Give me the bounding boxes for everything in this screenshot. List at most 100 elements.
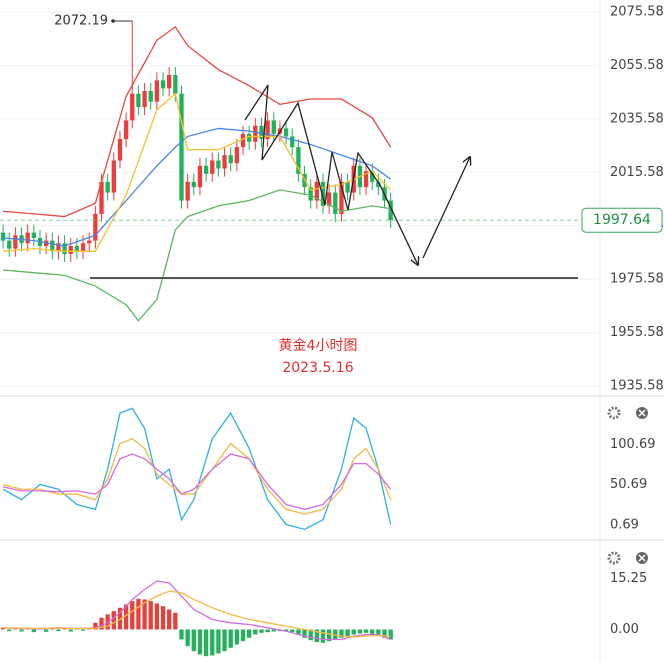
candle-body bbox=[93, 213, 98, 241]
candle-body bbox=[167, 74, 172, 89]
indicator-line bbox=[3, 92, 392, 252]
histogram-bar bbox=[308, 629, 313, 641]
panel: 100.69 50.69 0.69 bbox=[2, 407, 656, 532]
histogram-bar bbox=[222, 629, 227, 652]
candle-body bbox=[160, 80, 166, 89]
candle-body bbox=[123, 120, 129, 140]
candle-body bbox=[25, 232, 30, 244]
histogram-bar bbox=[247, 629, 252, 638]
histogram-bar bbox=[160, 606, 166, 630]
settings-icon[interactable] bbox=[607, 551, 621, 565]
histogram-bar bbox=[56, 629, 61, 632]
indicator-line bbox=[2, 407, 392, 531]
candle-body bbox=[111, 160, 116, 193]
candle-body bbox=[203, 165, 209, 174]
histogram-bar bbox=[253, 629, 258, 635]
candle-body bbox=[247, 133, 252, 142]
candle-body bbox=[228, 155, 233, 164]
candle-body bbox=[345, 181, 350, 193]
histogram-bar bbox=[326, 629, 332, 642]
max-dot bbox=[111, 19, 115, 23]
candle-body bbox=[117, 139, 123, 161]
histogram-bar bbox=[265, 629, 270, 633]
histogram-bar bbox=[148, 601, 153, 630]
histogram-bar bbox=[388, 629, 393, 640]
candle-body bbox=[173, 74, 178, 94]
y-tick-label: 50.69 bbox=[610, 477, 647, 492]
candle-body bbox=[271, 120, 276, 134]
candle-body bbox=[283, 128, 289, 137]
candle-body bbox=[265, 120, 270, 140]
histogram-bar bbox=[216, 629, 221, 654]
candle-body bbox=[259, 125, 264, 140]
candle-body bbox=[253, 125, 258, 142]
histogram-bar bbox=[80, 629, 86, 631]
histogram-bar bbox=[290, 629, 295, 633]
histogram-bar bbox=[123, 604, 129, 630]
histogram-bar bbox=[179, 629, 184, 640]
icons bbox=[607, 406, 648, 565]
histogram-bar bbox=[240, 629, 246, 642]
candle-body bbox=[290, 136, 295, 148]
histogram-bar bbox=[68, 629, 73, 632]
histogram-bar bbox=[43, 629, 49, 632]
candle-body bbox=[197, 165, 203, 188]
indicator-line bbox=[3, 25, 392, 218]
histogram-bar bbox=[31, 629, 36, 633]
annotation: 2023.5.16 bbox=[282, 360, 353, 376]
histogram-bar bbox=[19, 629, 24, 632]
candle-body bbox=[68, 245, 73, 254]
candle-body bbox=[74, 245, 80, 252]
histogram-bar bbox=[302, 629, 307, 638]
candle-body bbox=[210, 160, 215, 174]
candle-body bbox=[339, 181, 344, 214]
histogram-bar bbox=[234, 629, 240, 645]
candle-body bbox=[148, 91, 153, 102]
y-tick-label: 1975.58 bbox=[610, 272, 664, 287]
y-tick-label: 2055.58 bbox=[610, 58, 664, 73]
candle-body bbox=[87, 240, 92, 244]
projection-arrow bbox=[422, 157, 470, 259]
indicator-line bbox=[3, 189, 391, 322]
candle-body bbox=[99, 181, 104, 214]
annotation: 黄金4小时图 bbox=[279, 337, 358, 354]
candle-body bbox=[142, 91, 147, 108]
histogram-bar bbox=[154, 603, 160, 630]
candle-body bbox=[185, 181, 190, 201]
indicator-line bbox=[2, 453, 392, 510]
candle-body bbox=[314, 181, 319, 201]
settings-icon[interactable] bbox=[607, 406, 621, 420]
candle-body bbox=[333, 192, 338, 214]
candle-body bbox=[105, 181, 110, 193]
y-tick-label: 1955.58 bbox=[610, 325, 664, 340]
histogram-bar bbox=[130, 601, 135, 630]
histogram-bar bbox=[314, 629, 319, 643]
histogram-bar bbox=[93, 622, 98, 630]
histogram-bar bbox=[197, 629, 203, 655]
candle-body bbox=[302, 173, 307, 188]
y-tick-label: 100.69 bbox=[610, 437, 656, 452]
candle-body bbox=[376, 181, 381, 188]
histogram-bar bbox=[0, 627, 6, 630]
histogram-bar bbox=[167, 609, 172, 630]
candle-body bbox=[56, 243, 61, 252]
y-tick-label: 2075.58 bbox=[610, 4, 664, 19]
histogram-bar bbox=[296, 629, 301, 635]
max-label: 2072.19 bbox=[54, 14, 108, 29]
candle-body bbox=[80, 243, 86, 252]
histogram-bar bbox=[351, 629, 356, 635]
y-tick-label: 15.25 bbox=[610, 571, 647, 586]
indicator-line bbox=[2, 438, 392, 515]
histogram-bar bbox=[339, 629, 344, 638]
histogram-bar bbox=[185, 629, 190, 647]
histogram-bar bbox=[203, 629, 209, 657]
panel: 15.25 0.00 bbox=[0, 571, 647, 657]
histogram-bar bbox=[191, 629, 196, 652]
candle-body bbox=[31, 232, 36, 238]
candle-body bbox=[50, 240, 55, 252]
histogram-bar bbox=[210, 629, 215, 656]
histogram-bar bbox=[320, 629, 326, 643]
histogram-bar bbox=[370, 629, 375, 635]
candle-body bbox=[370, 171, 375, 182]
